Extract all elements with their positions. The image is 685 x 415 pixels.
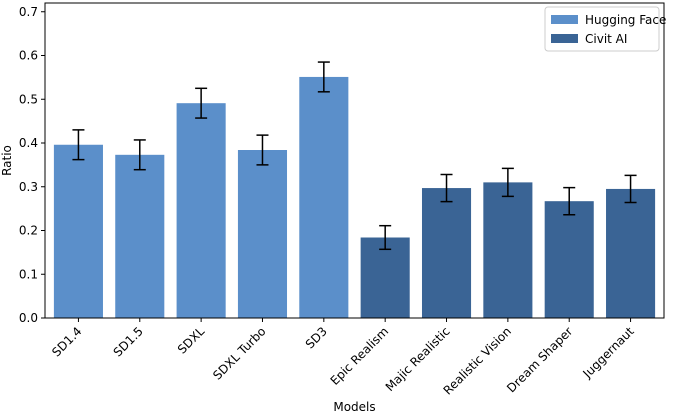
y-axis-ticks: 0.0 0.1 0.2 0.3 0.4 0.5 0.6 0.7 bbox=[19, 5, 45, 325]
y-tick-label: 0.3 bbox=[19, 180, 38, 194]
error-bar bbox=[133, 139, 146, 171]
legend-swatch bbox=[551, 34, 578, 43]
error-bar bbox=[379, 224, 392, 251]
bar-majic-realistic bbox=[421, 188, 472, 318]
x-tick-label: Epic Realism bbox=[328, 324, 392, 388]
y-tick-label: 0.0 bbox=[19, 311, 38, 325]
bar-sd3 bbox=[299, 76, 349, 318]
x-tick-label: SD1.5 bbox=[111, 324, 146, 359]
bar-realistic-vision bbox=[483, 182, 533, 318]
error-bar bbox=[440, 173, 453, 203]
x-axis-label: Models bbox=[333, 400, 375, 414]
x-tick-label: Realistic Vision bbox=[441, 324, 514, 397]
error-bar bbox=[563, 186, 576, 216]
legend-label: Hugging Face bbox=[585, 13, 666, 27]
legend-swatch bbox=[551, 15, 578, 24]
error-bar bbox=[72, 129, 85, 161]
bar-sd1.5 bbox=[115, 154, 165, 318]
y-tick-label: 0.6 bbox=[19, 49, 38, 63]
y-axis-label: Ratio bbox=[0, 145, 14, 176]
y-tick-label: 0.2 bbox=[19, 224, 38, 238]
legend: Hugging Face Civit AI bbox=[544, 6, 666, 52]
x-tick-label: SD1.4 bbox=[49, 324, 84, 359]
plot-frame bbox=[44, 2, 665, 319]
error-bar bbox=[624, 174, 637, 204]
x-tick-label: Majic Realistic bbox=[383, 324, 453, 394]
bar-sdxl bbox=[176, 103, 226, 318]
error-bar bbox=[195, 87, 208, 119]
error-bar bbox=[501, 167, 514, 198]
bar-juggernaut bbox=[606, 188, 656, 318]
y-tick-label: 0.4 bbox=[19, 136, 38, 150]
x-tick-label: SD3 bbox=[303, 324, 330, 351]
y-tick-label: 0.5 bbox=[19, 92, 38, 106]
x-tick-label: SDXL bbox=[175, 324, 208, 357]
bar-dream-shaper bbox=[544, 201, 594, 318]
bar-sdxl-turbo bbox=[237, 150, 288, 318]
bar-sd1.4 bbox=[53, 144, 103, 318]
x-tick-label: Juggernaut bbox=[580, 324, 637, 381]
bars-group bbox=[53, 76, 656, 318]
x-tick-label: Dream Shaper bbox=[504, 324, 575, 395]
bar-epic-realism bbox=[360, 237, 410, 318]
y-tick-label: 0.7 bbox=[19, 5, 38, 19]
error-bars-group bbox=[72, 61, 637, 251]
error-bar bbox=[256, 134, 269, 166]
y-tick-label: 0.1 bbox=[19, 267, 38, 281]
x-tick-label: SDXL Turbo bbox=[210, 324, 268, 382]
error-bar bbox=[317, 61, 330, 93]
legend-label: Civit AI bbox=[585, 32, 627, 46]
